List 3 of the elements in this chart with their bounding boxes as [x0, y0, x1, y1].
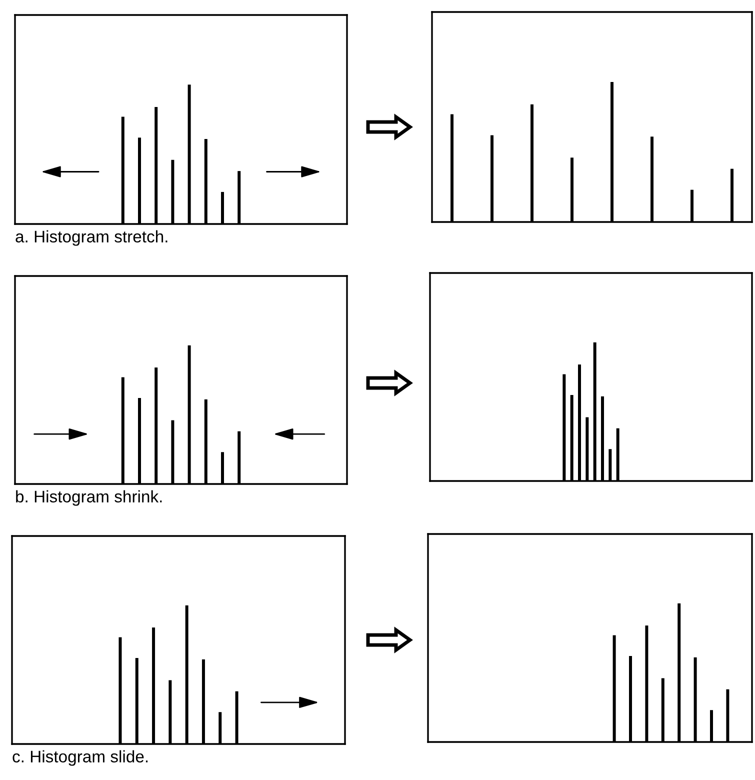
text: a. Histogram stretch.: [16, 230, 168, 246]
text: b. Histogram shrink.: [16, 490, 162, 506]
text: c. Histogram slide.: [12, 750, 148, 766]
